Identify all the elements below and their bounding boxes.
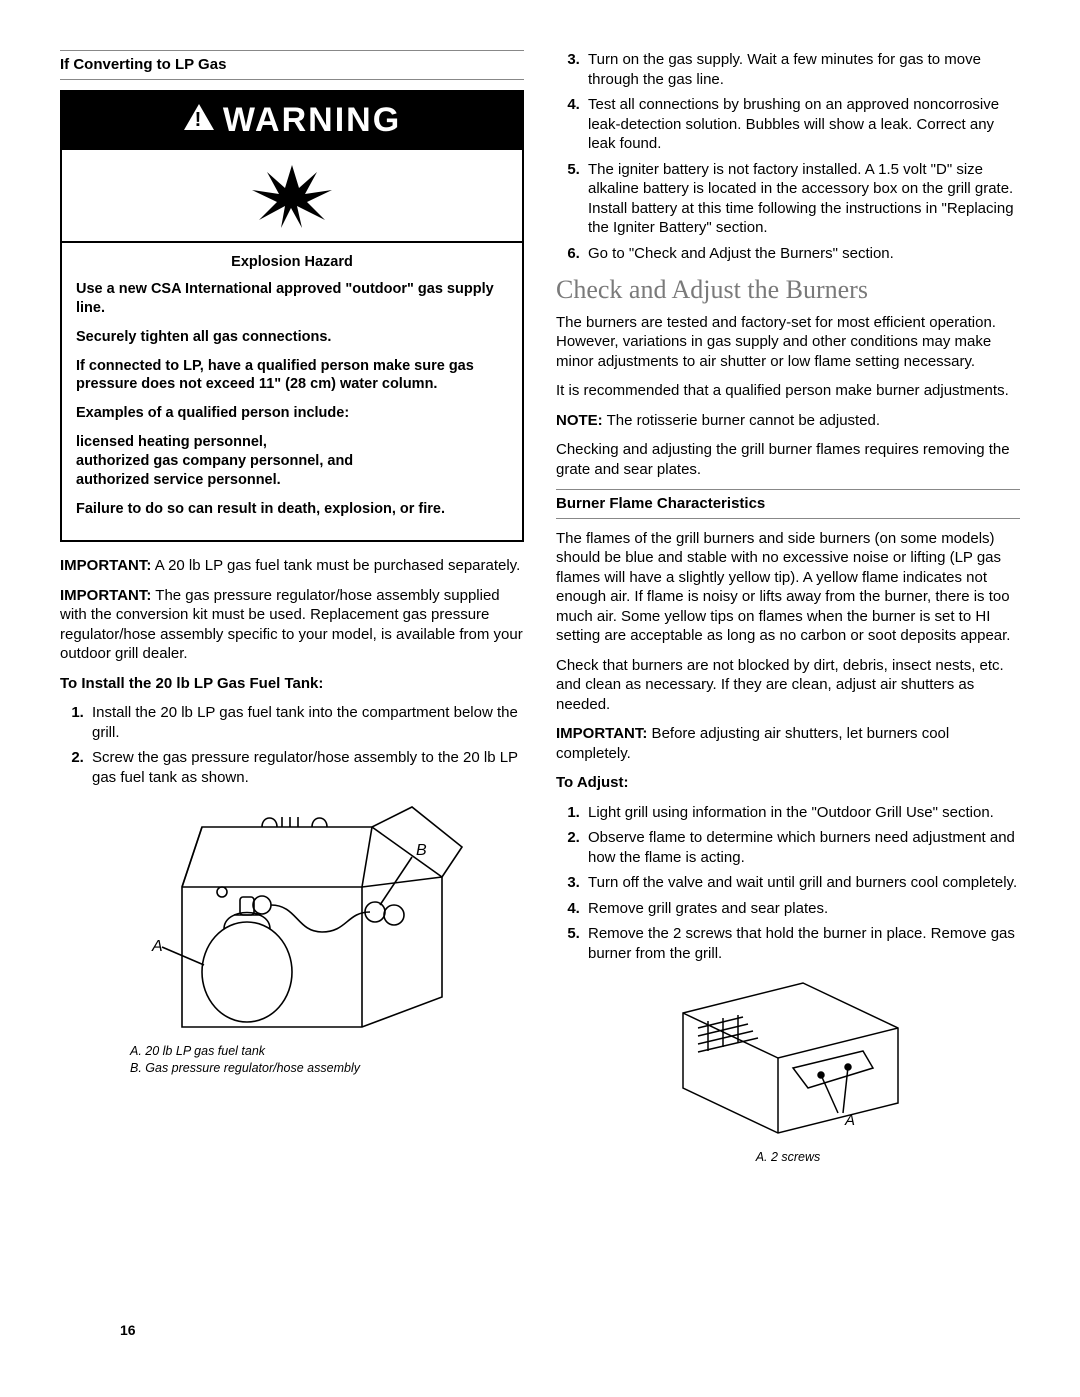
install-steps: Install the 20 lb LP gas fuel tank into …: [60, 703, 524, 787]
warn-line: If connected to LP, have a qualified per…: [76, 357, 508, 395]
body-para: The flames of the grill burners and side…: [556, 529, 1020, 646]
important-para: IMPORTANT: A 20 lb LP gas fuel tank must…: [60, 556, 524, 576]
list-item: Turn off the valve and wait until grill …: [584, 873, 1020, 893]
fig-label-b: B: [416, 842, 427, 859]
section-title-burners: Check and Adjust the Burners: [556, 273, 1020, 307]
figure-caption: A. 2 screws: [556, 1149, 1020, 1166]
important-para: IMPORTANT: Before adjusting air shutters…: [556, 724, 1020, 763]
sub-heading-lp: If Converting to LP Gas: [60, 50, 524, 80]
list-item: Test all connections by brushing on an a…: [584, 95, 1020, 154]
important-para: IMPORTANT: The gas pressure regulator/ho…: [60, 586, 524, 664]
caption-line: A. 20 lb LP gas fuel tank: [130, 1043, 524, 1060]
figure-screws: A A. 2 screws: [556, 973, 1020, 1166]
list-item: Screw the gas pressure regulator/hose as…: [88, 748, 524, 787]
list-item: Go to "Check and Adjust the Burners" sec…: [584, 244, 1020, 264]
list-item: Remove grill grates and sear plates.: [584, 899, 1020, 919]
adjust-heading: To Adjust:: [556, 773, 1020, 793]
svg-text:!: !: [194, 109, 203, 131]
warning-body: Explosion Hazard Use a new CSA Internati…: [62, 243, 522, 540]
note-para: NOTE: The rotisserie burner cannot be ad…: [556, 411, 1020, 431]
body-para: It is recommended that a qualified perso…: [556, 381, 1020, 401]
warning-header-text: WARNING: [223, 98, 401, 142]
warning-header: ! WARNING: [62, 92, 522, 150]
install-heading: To Install the 20 lb LP Gas Fuel Tank:: [60, 674, 524, 694]
figure-caption: A. 20 lb LP gas fuel tank B. Gas pressur…: [60, 1043, 524, 1077]
adjust-steps: Light grill using information in the "Ou…: [556, 803, 1020, 964]
important-text: A 20 lb LP gas fuel tank must be purchas…: [151, 557, 520, 574]
svg-text:A: A: [844, 1112, 855, 1129]
list-item: Light grill using information in the "Ou…: [584, 803, 1020, 823]
body-para: Checking and adjusting the grill burner …: [556, 440, 1020, 479]
hazard-title: Explosion Hazard: [76, 253, 508, 272]
warn-line: Securely tighten all gas connections.: [76, 328, 508, 347]
list-item: Turn on the gas supply. Wait a few minut…: [584, 50, 1020, 89]
list-item: Observe flame to determine which burners…: [584, 828, 1020, 867]
warning-triangle-icon: !: [183, 103, 215, 137]
figure-tank: A B A. 20 lb LP gas fuel tank B. Gas pre…: [60, 797, 524, 1077]
warn-line: Examples of a qualified person include:: [76, 404, 508, 423]
warn-line: licensed heating personnel, authorized g…: [76, 433, 508, 490]
continued-steps: Turn on the gas supply. Wait a few minut…: [556, 50, 1020, 263]
note-label: NOTE:: [556, 412, 603, 429]
warning-box: ! WARNING Explosion Hazard Use a new CSA…: [60, 90, 524, 543]
explosion-icon: [62, 150, 522, 244]
important-label: IMPORTANT:: [60, 587, 151, 604]
caption-line: B. Gas pressure regulator/hose assembly: [130, 1060, 524, 1077]
body-para: Check that burners are not blocked by di…: [556, 656, 1020, 715]
sub-heading-bfc: Burner Flame Characteristics: [556, 489, 1020, 519]
important-label: IMPORTANT:: [556, 725, 647, 742]
warn-line: Failure to do so can result in death, ex…: [76, 500, 508, 519]
warn-line: Use a new CSA International approved "ou…: [76, 280, 508, 318]
list-item: Remove the 2 screws that hold the burner…: [584, 924, 1020, 963]
list-item: The igniter battery is not factory insta…: [584, 160, 1020, 238]
note-text: The rotisserie burner cannot be adjusted…: [603, 412, 880, 429]
body-para: The burners are tested and factory-set f…: [556, 313, 1020, 372]
caption-line: A. 2 screws: [556, 1149, 1020, 1166]
page-number: 16: [120, 1321, 136, 1339]
list-item: Install the 20 lb LP gas fuel tank into …: [88, 703, 524, 742]
fig-label-a: A: [151, 938, 163, 955]
important-label: IMPORTANT:: [60, 557, 151, 574]
